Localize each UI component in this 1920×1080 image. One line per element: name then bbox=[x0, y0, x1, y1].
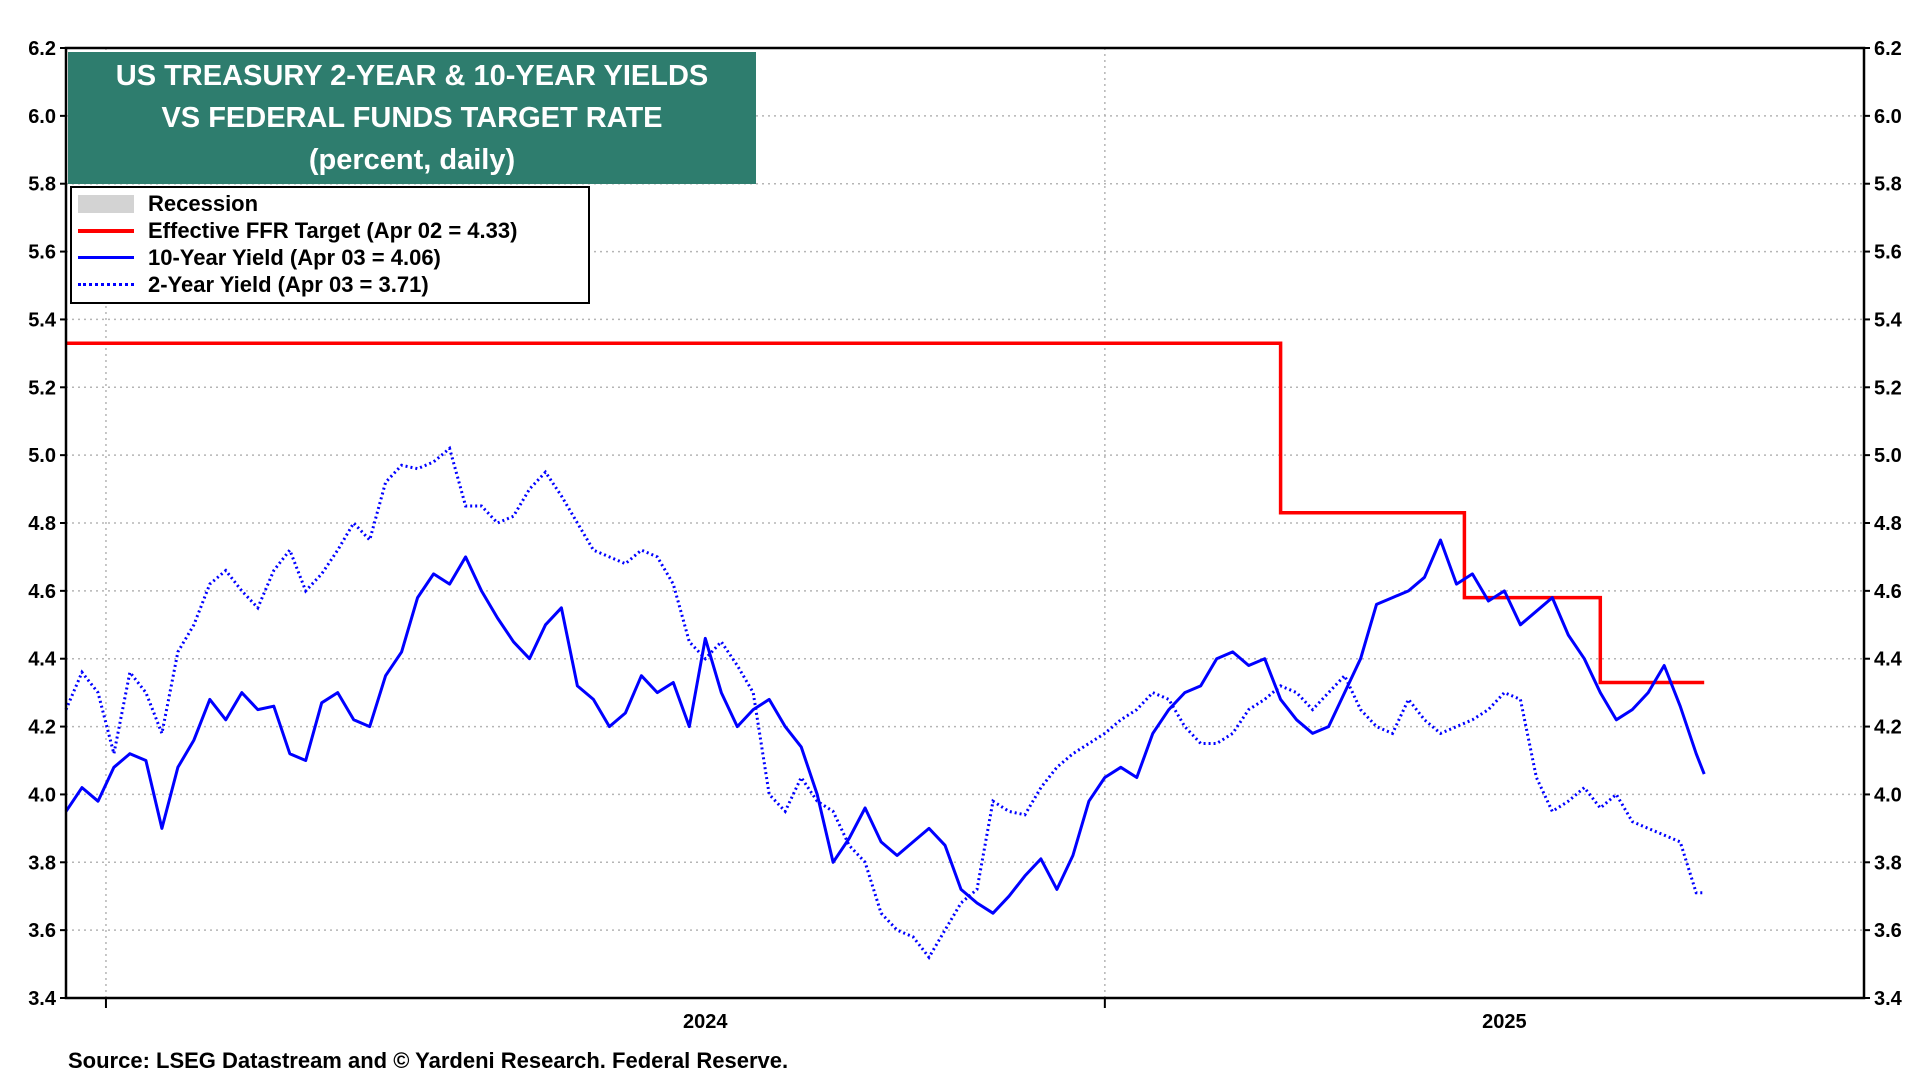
source-note: Source: LSEG Datastream and © Yardeni Re… bbox=[68, 1048, 789, 1073]
legend-item-ten-year: 10-Year Yield (Apr 03 = 4.06) bbox=[78, 244, 588, 271]
ten-year-swatch bbox=[78, 256, 134, 259]
y-tick-label-right: 3.6 bbox=[1874, 920, 1902, 942]
y-tick-label-left: 5.4 bbox=[28, 309, 57, 331]
y-tick-label-left: 4.0 bbox=[28, 784, 56, 806]
legend-label-ten-year: 10-Year Yield (Apr 03 = 4.06) bbox=[148, 244, 441, 270]
title-line-2: VS FEDERAL FUNDS TARGET RATE bbox=[161, 102, 663, 134]
ffr-line bbox=[66, 341, 1705, 685]
legend-label-two-year: 2-Year Yield (Apr 03 = 3.71) bbox=[148, 271, 429, 297]
plot-frame bbox=[64, 46, 1866, 1000]
y-tick-label-left: 3.8 bbox=[28, 852, 56, 874]
gridlines bbox=[66, 47, 1864, 999]
y-tick-label-left: 5.0 bbox=[28, 445, 56, 467]
y-tick-label-left: 3.6 bbox=[28, 920, 56, 942]
legend: Recession Effective FFR Target (Apr 02 =… bbox=[70, 186, 590, 304]
x-axis: 2024 2025 bbox=[104, 998, 1527, 1033]
y-tick-label-right: 4.0 bbox=[1874, 784, 1902, 806]
title-line-3: (percent, daily) bbox=[308, 144, 516, 176]
y-tick-label-left: 4.2 bbox=[28, 717, 56, 739]
ffr-swatch bbox=[78, 228, 134, 233]
y-tick-label-right: 4.6 bbox=[1874, 581, 1902, 603]
x-tick-label: 2024 bbox=[683, 1011, 728, 1033]
y-axis-left: 6.2 6.0 5.8 5.6 5.4 5.2 5.0 4.8 4.6 4.4 4.2 4.0 3.8 3… bbox=[28, 38, 66, 1010]
y-tick-label-right: 5.2 bbox=[1874, 377, 1902, 399]
ten-year-line bbox=[64, 538, 1706, 915]
two-year-swatch bbox=[78, 283, 134, 286]
y-axis-right: 6.2 6.0 5.8 5.6 5.4 5.2 5.0 4.8 4.6 4.4 4.2 4.0 3.8 3… bbox=[1864, 38, 1903, 1010]
legend-item-two-year: 2-Year Yield (Apr 03 = 3.71) bbox=[78, 271, 588, 298]
y-tick-label-right: 3.8 bbox=[1874, 852, 1902, 874]
y-tick-label-right: 3.4 bbox=[1874, 988, 1903, 1010]
y-tick-label-left: 5.2 bbox=[28, 377, 56, 399]
y-tick-label-left: 4.4 bbox=[28, 649, 57, 671]
y-tick-label-right: 5.4 bbox=[1874, 309, 1903, 331]
y-tick-label-left: 4.6 bbox=[28, 581, 56, 603]
y-tick-label-right: 6.0 bbox=[1874, 106, 1902, 128]
legend-label-recession: Recession bbox=[148, 190, 259, 216]
y-tick-label-left: 5.6 bbox=[28, 242, 56, 264]
chart-title: US TREASURY 2-YEAR & 10-YEAR YIELDS VS F… bbox=[68, 52, 756, 184]
y-tick-label-right: 5.0 bbox=[1874, 445, 1902, 467]
y-tick-label-right: 5.6 bbox=[1874, 242, 1902, 264]
y-tick-label-left: 5.8 bbox=[28, 174, 56, 196]
y-tick-label-right: 4.4 bbox=[1874, 649, 1903, 671]
y-tick-label-left: 6.2 bbox=[28, 38, 56, 60]
y-tick-label-right: 4.2 bbox=[1874, 717, 1902, 739]
y-tick-label-left: 4.8 bbox=[28, 513, 56, 535]
legend-label-ffr: Effective FFR Target (Apr 02 = 4.33) bbox=[148, 217, 518, 243]
legend-item-ffr: Effective FFR Target (Apr 02 = 4.33) bbox=[78, 217, 588, 244]
y-tick-label-right: 4.8 bbox=[1874, 513, 1902, 535]
title-line-1: US TREASURY 2-YEAR & 10-YEAR YIELDS bbox=[115, 60, 709, 92]
x-tick-label: 2025 bbox=[1482, 1011, 1527, 1033]
legend-item-recession: Recession bbox=[78, 190, 588, 217]
series-group bbox=[64, 341, 1706, 960]
two-year-line bbox=[64, 445, 1705, 960]
y-tick-label-left: 3.4 bbox=[28, 988, 57, 1010]
y-tick-label-right: 6.2 bbox=[1874, 38, 1902, 60]
recession-swatch bbox=[78, 194, 134, 213]
y-tick-label-right: 5.8 bbox=[1874, 174, 1902, 196]
y-tick-label-left: 6.0 bbox=[28, 106, 56, 128]
